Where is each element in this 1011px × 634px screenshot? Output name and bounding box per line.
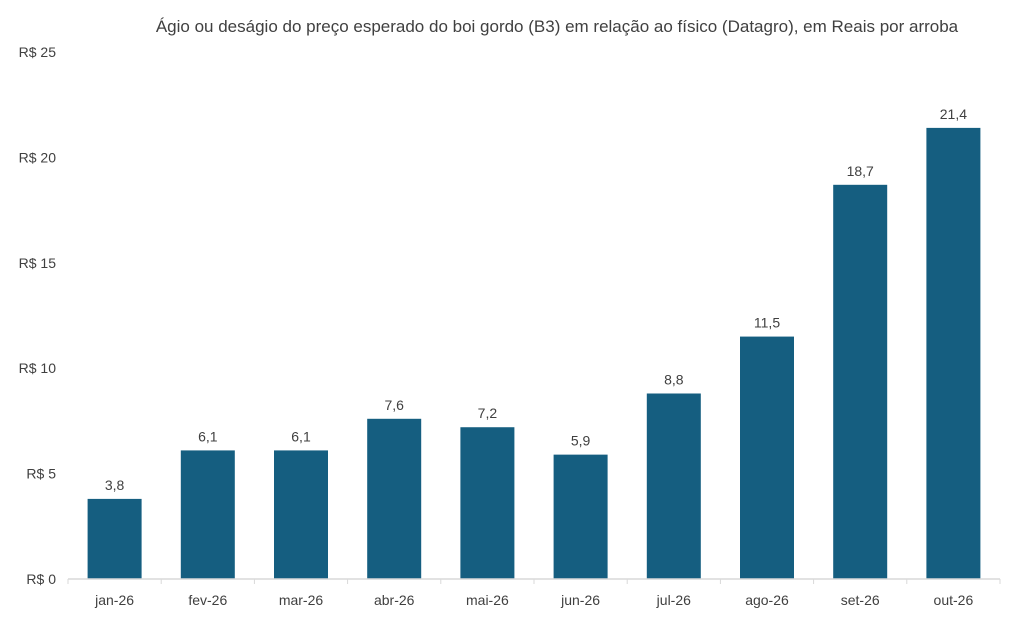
x-tick-label: abr-26: [374, 592, 415, 608]
data-label: 7,6: [384, 397, 404, 413]
x-tick-label: set-26: [841, 592, 880, 608]
bar-abr-26: [367, 418, 422, 579]
x-tick-label: jul-26: [656, 592, 691, 608]
y-tick-label: R$ 0: [26, 571, 56, 587]
x-tick-label: out-26: [934, 592, 974, 608]
bar-jul-26: [646, 393, 701, 579]
data-label: 5,9: [571, 433, 591, 449]
x-tick-label: jun-26: [560, 592, 600, 608]
y-axis: R$ 0 R$ 5 R$ 10 R$ 15 R$ 20 R$ 25: [19, 44, 57, 587]
y-tick-label: R$ 10: [19, 360, 57, 376]
data-label: 21,4: [940, 106, 967, 122]
bar-ago-26: [740, 336, 794, 579]
x-tick-label: mai-26: [466, 592, 509, 608]
data-label: 18,7: [847, 163, 874, 179]
data-label: 11,5: [754, 315, 780, 331]
y-tick-label: R$ 20: [19, 149, 57, 165]
y-tick-label: R$ 25: [19, 44, 57, 60]
x-tick-label: mar-26: [279, 592, 324, 608]
data-label: 6,1: [291, 428, 311, 444]
bar-mai-26: [460, 427, 515, 579]
bars: 3,8 6,1 6,1 7,6 7,2 5,9 8,8 11,5 18,7 21,4: [87, 106, 981, 579]
bar-fev-26: [180, 450, 235, 579]
bar-jun-26: [553, 454, 608, 579]
data-label: 8,8: [664, 371, 684, 387]
y-tick-label: R$ 5: [26, 466, 56, 482]
bar-jan-26: [87, 498, 142, 579]
x-tick-label: fev-26: [188, 592, 227, 608]
chart-title: Ágio ou deságio do preço esperado do boi…: [156, 17, 959, 36]
data-label: 6,1: [198, 428, 218, 444]
data-label: 3,8: [105, 477, 125, 493]
x-axis: jan-26 fev-26 mar-26 abr-26 mai-26 jun-26 jul-…: [67, 578, 1001, 608]
bar-mar-26: [274, 450, 328, 579]
data-label: 7,2: [478, 405, 498, 421]
x-tick-label: jan-26: [94, 592, 134, 608]
bar-out-26: [926, 127, 981, 579]
x-tick-label: ago-26: [745, 592, 789, 608]
bar-set-26: [833, 184, 888, 579]
y-tick-label: R$ 15: [19, 255, 57, 271]
